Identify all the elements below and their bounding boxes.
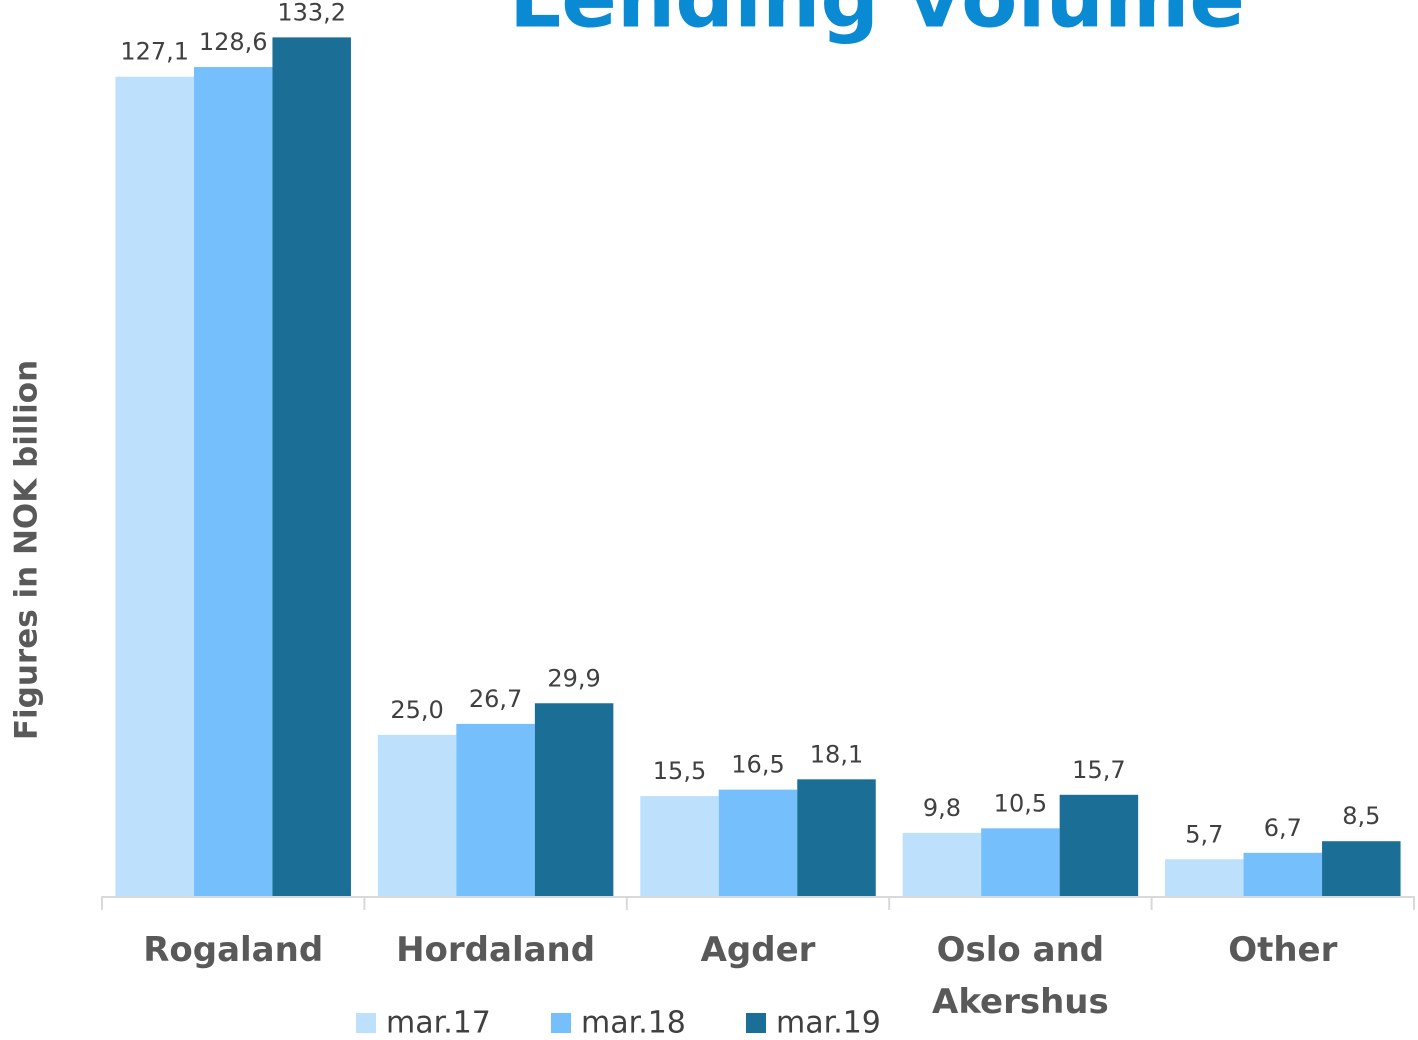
legend-swatch	[551, 1013, 571, 1033]
value-label: 127,1	[120, 38, 189, 66]
x-tick-label: Rogaland	[143, 930, 324, 970]
bar	[797, 779, 876, 896]
bar	[1322, 841, 1401, 896]
value-label: 25,0	[390, 696, 443, 724]
chart-title: Lending volume	[509, 0, 1245, 46]
value-label: 8,5	[1342, 802, 1380, 830]
value-label: 9,8	[923, 794, 961, 822]
value-label: 128,6	[199, 28, 268, 56]
bar	[1059, 794, 1139, 896]
x-tick-label: Oslo and Akershus	[932, 930, 1109, 1022]
value-label: 10,5	[994, 789, 1047, 817]
bar	[1165, 859, 1244, 896]
bar	[115, 76, 194, 897]
y-axis-label: Figures in NOK billion	[9, 360, 45, 740]
value-label: 16,5	[731, 751, 784, 779]
bar	[272, 37, 351, 897]
bar	[534, 703, 614, 896]
bar	[456, 723, 535, 896]
value-label: 15,5	[653, 757, 706, 785]
bar	[1243, 852, 1323, 896]
value-label: 29,9	[547, 664, 600, 692]
value-label: 5,7	[1185, 820, 1223, 848]
legend-label: mar.19	[776, 1006, 881, 1040]
legend-label: mar.17	[386, 1006, 491, 1040]
value-label: 15,7	[1072, 756, 1125, 784]
value-label: 18,1	[810, 740, 863, 768]
bar	[640, 796, 719, 896]
bar	[718, 789, 798, 896]
legend-label: mar.18	[581, 1006, 686, 1040]
value-label: 6,7	[1264, 814, 1302, 842]
bar	[981, 828, 1060, 896]
value-label: 133,2	[277, 0, 346, 26]
x-tick-label: Hordaland	[396, 930, 596, 970]
legend-swatch	[356, 1013, 376, 1033]
value-label: 26,7	[469, 685, 522, 713]
bar	[902, 832, 982, 896]
x-tick-label: Other	[1228, 930, 1338, 970]
bar	[377, 734, 457, 896]
x-tick-label: Agder	[700, 930, 816, 970]
legend-swatch	[746, 1013, 766, 1033]
bar	[193, 67, 273, 897]
